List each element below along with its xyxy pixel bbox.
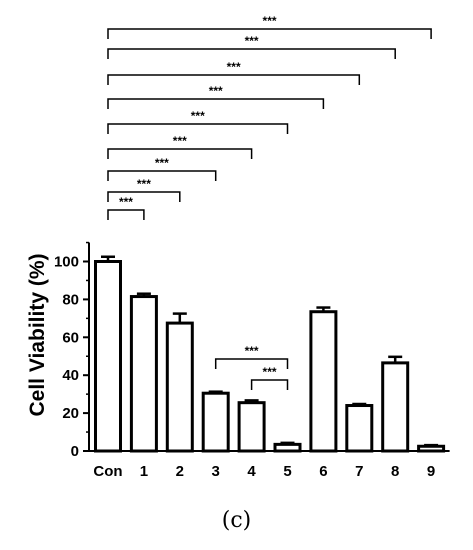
significance-bracket-4-5	[250, 379, 289, 390]
significance-bracket-3-5	[214, 358, 289, 369]
y-tick-label: 0	[71, 443, 79, 460]
x-tick-label-2: 2	[176, 463, 184, 480]
y-tick-label: 80	[62, 291, 79, 308]
bar-1	[129, 295, 158, 453]
x-tick-label-3: 3	[212, 463, 220, 480]
x-tick-label-5: 5	[283, 463, 291, 480]
bar-7	[345, 404, 374, 453]
significance-bracket-Con-3	[107, 170, 217, 181]
bar-8	[381, 361, 410, 453]
significance-label-Con-1: ***	[119, 195, 133, 209]
x-tick-label-1: 1	[140, 463, 148, 480]
bar-5	[273, 442, 302, 453]
significance-label-Con-3: ***	[155, 156, 169, 170]
significance-label-Con-6: ***	[209, 84, 223, 98]
x-tick-label-4: 4	[247, 463, 256, 480]
x-tick-label-6: 6	[319, 463, 327, 480]
x-tick-label-7: 7	[355, 463, 363, 480]
chart-significance-brackets: *** *** *** *** *** *** *** *** *** *** ***	[107, 14, 432, 390]
y-axis-title: Cell Viability (%)	[26, 254, 49, 417]
significance-bracket-Con-4	[107, 148, 253, 159]
x-tick-label-8: 8	[391, 463, 399, 480]
significance-bracket-Con-7	[107, 74, 361, 85]
y-tick-label: 60	[62, 329, 79, 346]
significance-label-Con-9: ***	[263, 14, 277, 28]
chart-axes: 0 20 40 60 80 100 Con 1 2 3 4 5 6 7 8 9	[54, 241, 450, 480]
bar-6	[309, 310, 338, 453]
chart-error-bars	[101, 255, 439, 447]
significance-bracket-Con-2	[107, 191, 181, 202]
significance-bracket-Con-5	[107, 123, 289, 134]
significance-label-Con-2: ***	[137, 177, 151, 191]
y-tick-label: 100	[54, 254, 79, 271]
bar-3	[201, 391, 230, 453]
significance-label-Con-4: ***	[173, 134, 187, 148]
significance-bracket-Con-1	[107, 209, 145, 220]
bar-2	[165, 321, 194, 453]
bar-9	[417, 444, 446, 453]
significance-label-4-5: ***	[263, 365, 277, 379]
bar-4	[237, 401, 266, 453]
significance-bracket-Con-9	[107, 28, 432, 39]
significance-bracket-Con-8	[107, 48, 396, 59]
significance-bracket-Con-6	[107, 98, 325, 109]
bar-Con	[94, 260, 122, 453]
panel-label: (c)	[221, 508, 252, 533]
y-tick-label: 20	[62, 405, 79, 422]
x-tick-label-9: 9	[427, 463, 435, 480]
y-tick-label: 40	[62, 367, 79, 384]
significance-label-3-5: ***	[245, 344, 259, 358]
significance-label-Con-8: ***	[245, 34, 259, 48]
chart-bars	[94, 260, 446, 453]
significance-label-Con-5: ***	[191, 109, 205, 123]
significance-label-Con-7: ***	[227, 60, 241, 74]
x-tick-label-Con: Con	[93, 463, 122, 480]
